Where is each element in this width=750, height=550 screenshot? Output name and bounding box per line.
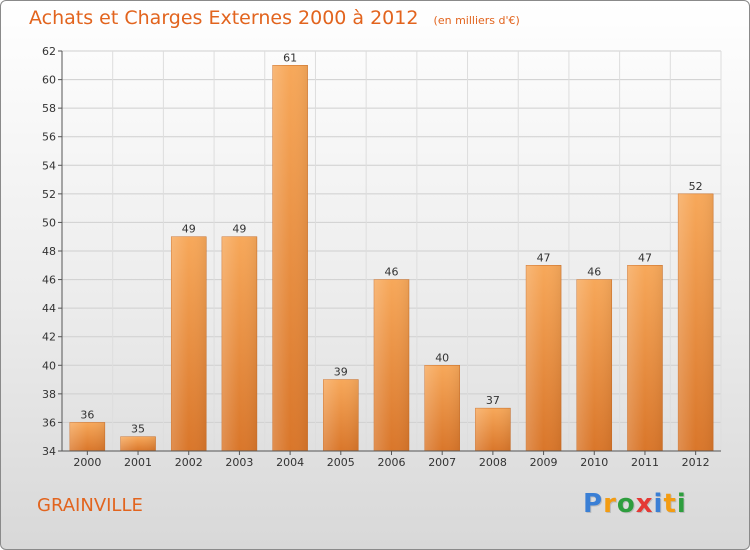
bar-shade: [120, 436, 156, 451]
y-tick-label: 40: [42, 359, 56, 372]
bar-value-label: 40: [435, 351, 449, 364]
bar-value-label: 46: [587, 266, 601, 279]
bar-shade: [424, 365, 460, 451]
y-tick-label: 36: [42, 416, 56, 429]
y-tick-label: 56: [42, 131, 56, 144]
chart-title: Achats et Charges Externes 2000 à 2012 (…: [29, 7, 520, 29]
bar-layer: 36 35 49 49 61 39 46 40 37 47 46 47 52: [69, 51, 714, 452]
logo-letter: x: [635, 489, 654, 519]
bar-value-label: 49: [182, 223, 196, 236]
bar-shade: [526, 265, 562, 451]
x-tick-label: 2010: [580, 456, 608, 469]
logo-letter: i: [653, 489, 664, 519]
x-tick-label: 2012: [682, 456, 710, 469]
bar-shade: [323, 379, 359, 451]
title-text: Achats et Charges Externes 2000 à 2012: [29, 7, 419, 29]
logo-letter: r: [603, 489, 617, 519]
logo-letter: o: [616, 489, 636, 519]
bar-value-label: 37: [486, 394, 500, 407]
bar-shade: [678, 193, 714, 451]
x-tick-label: 2002: [175, 456, 203, 469]
bar-value-label: 47: [638, 251, 652, 264]
x-tick-label: 2011: [631, 456, 659, 469]
y-tick-label: 52: [42, 188, 56, 201]
bar-value-label: 61: [283, 51, 297, 64]
logo-letter: i: [676, 489, 687, 519]
x-tick-label: 2003: [225, 456, 253, 469]
x-tick-label: 2001: [124, 456, 152, 469]
y-tick-label: 46: [42, 274, 56, 287]
bar-shade: [627, 265, 663, 451]
bar-value-label: 52: [689, 180, 703, 193]
y-tick-label: 42: [42, 331, 56, 344]
x-tick-label: 2005: [327, 456, 355, 469]
y-tick-label: 38: [42, 388, 56, 401]
y-tick-label: 44: [42, 302, 56, 315]
unit-note: (en milliers d'€): [433, 14, 520, 27]
x-tick-label: 2004: [276, 456, 304, 469]
axis-layer: 34 36 38 40 42 44 46 48 50 52 54 56 58 60 62 2000 2001 20…: [42, 45, 721, 469]
y-tick-label: 34: [42, 445, 56, 458]
x-tick-label: 2008: [479, 456, 507, 469]
bar-shade: [171, 236, 207, 451]
bar-shade: [272, 65, 308, 452]
x-tick-label: 2006: [378, 456, 406, 469]
bar-value-label: 36: [80, 408, 94, 421]
proxiti-logo: Proxiti: [583, 489, 687, 519]
logo-letter: P: [583, 489, 604, 519]
x-tick-label: 2009: [530, 456, 558, 469]
bar-shade: [374, 279, 409, 451]
x-tick-label: 2000: [73, 456, 101, 469]
y-tick-label: 48: [42, 245, 56, 258]
bar-shade: [221, 236, 257, 451]
bar-value-label: 49: [232, 223, 246, 236]
bar-shade: [69, 422, 105, 451]
bar-value-label: 46: [385, 266, 399, 279]
y-tick-label: 60: [42, 74, 56, 87]
commune-name: GRAINVILLE: [37, 495, 143, 516]
bar-shade: [576, 279, 612, 451]
bar-value-label: 39: [334, 366, 348, 379]
y-tick-label: 58: [42, 102, 56, 115]
bar-value-label: 47: [537, 251, 551, 264]
y-tick-label: 50: [42, 216, 56, 229]
bar-shade: [475, 408, 511, 451]
y-tick-label: 62: [42, 45, 56, 58]
bar-value-label: 35: [131, 423, 145, 436]
logo-letter: t: [663, 489, 677, 519]
x-tick-label: 2007: [428, 456, 456, 469]
y-tick-label: 54: [42, 159, 56, 172]
